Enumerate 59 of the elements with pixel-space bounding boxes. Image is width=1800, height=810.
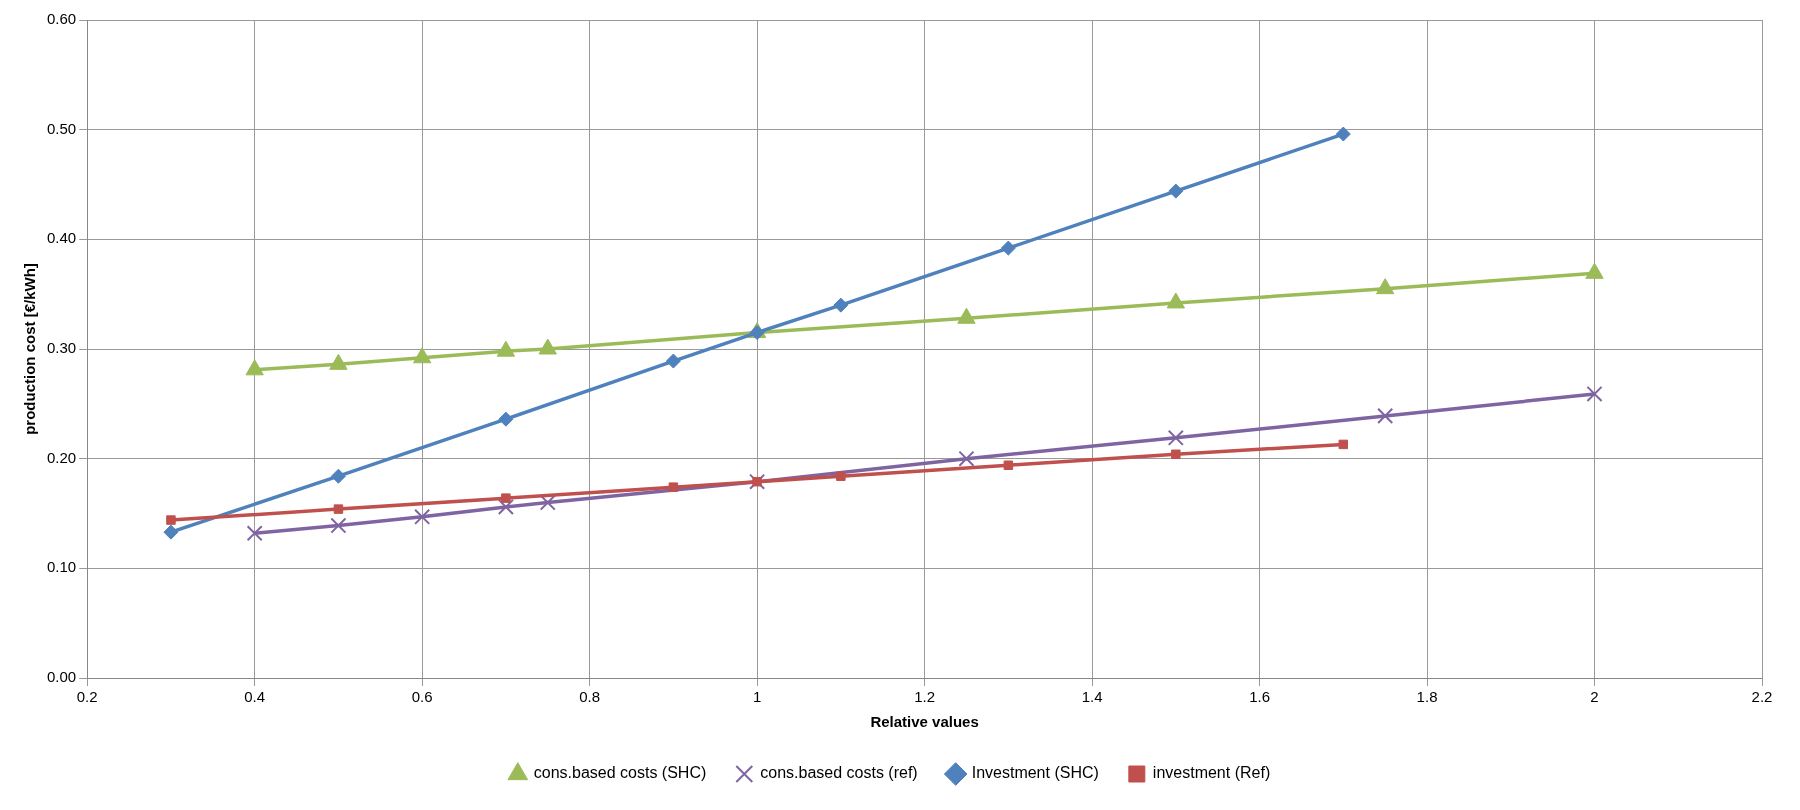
point: [1338, 439, 1349, 450]
point: [665, 353, 681, 369]
point: [1586, 385, 1603, 403]
point: [414, 508, 431, 525]
point: [1335, 126, 1351, 142]
point: [1377, 407, 1394, 424]
x-axis-title: Relative values: [870, 713, 979, 731]
x-tick-label: 1.6: [1249, 688, 1270, 706]
point: [1000, 240, 1016, 256]
y-tick-label: 0.00: [46, 668, 77, 686]
y-tick-label: 0.40: [46, 229, 77, 247]
x-tick-label: 1: [752, 688, 762, 706]
point: [538, 338, 557, 355]
point: [1166, 292, 1185, 309]
point: [1376, 278, 1395, 295]
point: [1168, 183, 1184, 199]
point: [333, 504, 344, 514]
point: [957, 307, 976, 324]
point: [330, 468, 346, 484]
x-tick-label: 1.2: [914, 688, 936, 706]
x-tick-label: 2: [1590, 688, 1599, 706]
x-tick-label: 0.6: [411, 688, 433, 706]
x-tick-label: 1.8: [1416, 688, 1438, 706]
point: [1167, 429, 1184, 446]
point: [668, 482, 679, 492]
y-tick-label: 0.20: [46, 448, 77, 466]
point: [833, 297, 849, 313]
x-tick-label: 1.4: [1081, 688, 1103, 706]
legend-label: Investment (SHC): [971, 764, 1099, 782]
x-tick-label: 0.2: [76, 688, 98, 706]
point: [246, 525, 263, 542]
point: [501, 493, 511, 503]
y-tick-label: 0.50: [46, 119, 77, 137]
x-tick-label: 0.8: [579, 688, 601, 706]
legend-label: investment (Ref): [1152, 764, 1271, 782]
point: [413, 347, 432, 364]
point: [1171, 449, 1181, 460]
point: [166, 515, 176, 525]
y-axis-title: production cost [€/kWh]: [21, 263, 39, 435]
point: [330, 517, 347, 534]
x-tick-label: 2.2: [1751, 688, 1773, 706]
point: [958, 450, 975, 467]
legend-label: cons.based costs (SHC): [533, 764, 707, 782]
point: [498, 411, 514, 427]
point: [496, 340, 516, 357]
point: [245, 359, 264, 376]
x-tick-label: 0.4: [244, 688, 266, 706]
y-tick-label: 0.10: [46, 558, 77, 576]
point: [836, 471, 846, 481]
legend-label: cons.based costs (ref): [760, 764, 918, 782]
point: [163, 524, 179, 540]
point: [497, 498, 514, 515]
point: [1003, 460, 1014, 470]
point: [539, 494, 556, 511]
point: [752, 476, 762, 487]
y-tick-label: 0.60: [46, 10, 77, 28]
point: [1585, 262, 1604, 279]
y-tick-label: 0.30: [46, 339, 77, 357]
point: [329, 353, 348, 370]
